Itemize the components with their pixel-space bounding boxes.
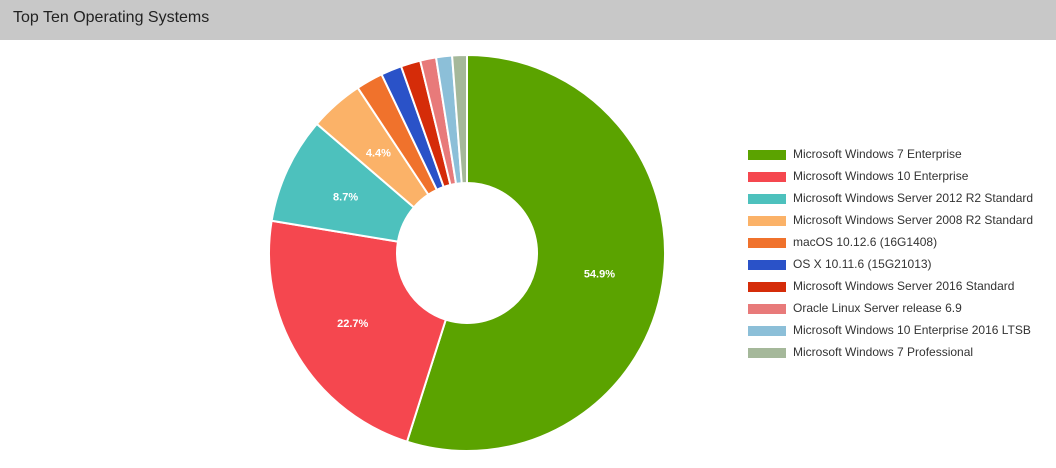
legend-label: Microsoft Windows 7 Enterprise [793,147,962,161]
chart-title: Top Ten Operating Systems [13,9,210,26]
legend-swatch [748,348,786,358]
legend-label: Microsoft Windows 7 Professional [793,345,974,359]
legend-label: Microsoft Windows Server 2008 R2 Standar… [793,213,1034,227]
chart-header: Top Ten Operating Systems [0,0,1056,40]
legend-swatch [748,216,786,226]
legend-label: Microsoft Windows Server 2016 Standard [793,279,1015,293]
legend-swatch [748,326,786,336]
legend-label: Microsoft Windows 10 Enterprise [793,169,969,183]
legend-swatch [748,282,786,292]
legend-label: Microsoft Windows 10 Enterprise 2016 LTS… [793,323,1031,337]
legend-label: macOS 10.12.6 (16G1408) [793,235,938,249]
legend-swatch [748,260,786,270]
pie-slice[interactable] [451,53,468,185]
legend-swatch [748,172,786,182]
legend-label: Microsoft Windows Server 2012 R2 Standar… [793,191,1034,205]
slice-data-label: 54.9% [584,269,615,281]
slice-data-label: 4.4% [366,147,391,159]
legend-swatch [748,194,786,204]
donut-chart: 54.9% 22.7% 8.7% 4.4% [268,53,666,452]
legend-swatch [748,238,786,248]
slice-data-label: 8.7% [333,191,358,203]
legend-label: OS X 10.11.6 (15G21013) [793,257,932,271]
legend-swatch [748,150,786,160]
pie-slice[interactable] [268,219,448,443]
legend-swatch [748,304,786,314]
pie-slice[interactable] [405,53,666,452]
legend-label: Oracle Linux Server release 6.9 [793,301,962,315]
slice-data-label: 22.7% [337,318,368,330]
